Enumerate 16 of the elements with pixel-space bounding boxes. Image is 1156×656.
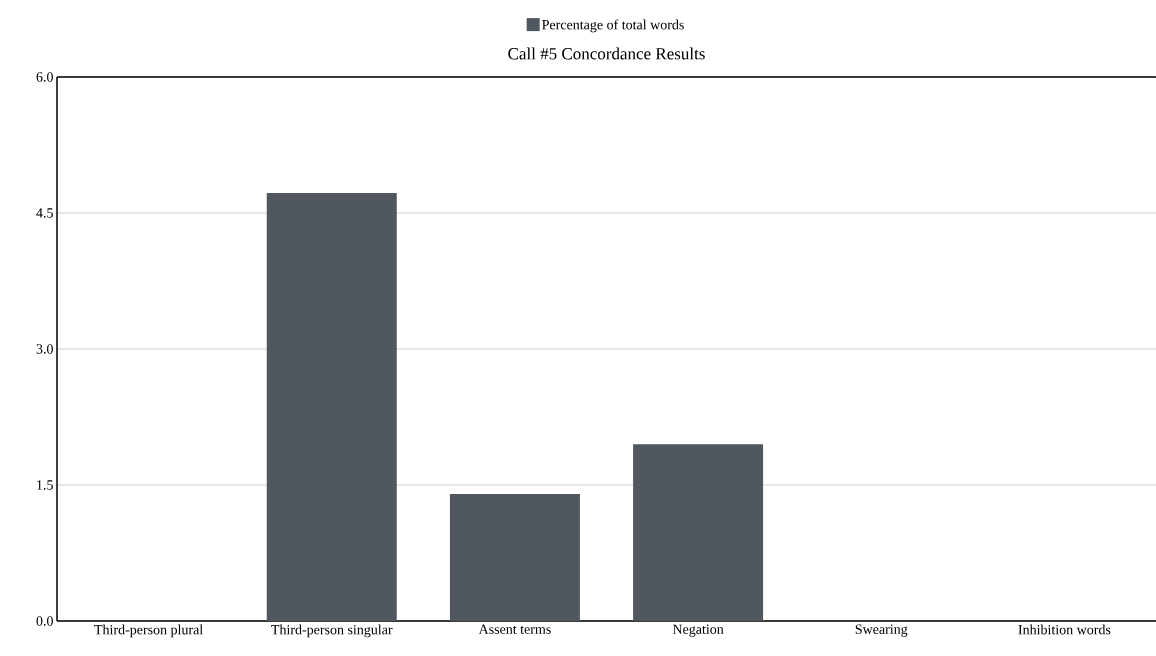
y-tick-label: 0.0 [36, 616, 53, 626]
legend-label: Percentage of total words [542, 19, 684, 33]
y-tick-label: 1.5 [37, 480, 53, 490]
y-tick-label: 3.0 [36, 344, 53, 354]
bar [449, 494, 580, 621]
bar [266, 193, 397, 621]
x-tick-label: Swearing [855, 624, 908, 637]
x-tick-label: Third-person plural [94, 624, 203, 638]
x-tick-label: Third-person singular [271, 624, 393, 638]
x-tick-label: Negation [672, 624, 724, 637]
x-tick-label: Assent terms [478, 624, 551, 634]
y-tick-label: 6.0 [36, 72, 53, 82]
chart-title: Call #5 Concordance Results [508, 47, 705, 60]
x-tick-label: Inhibition words [1018, 624, 1111, 635]
y-tick-label: 4.5 [36, 208, 53, 218]
bar [633, 444, 764, 621]
